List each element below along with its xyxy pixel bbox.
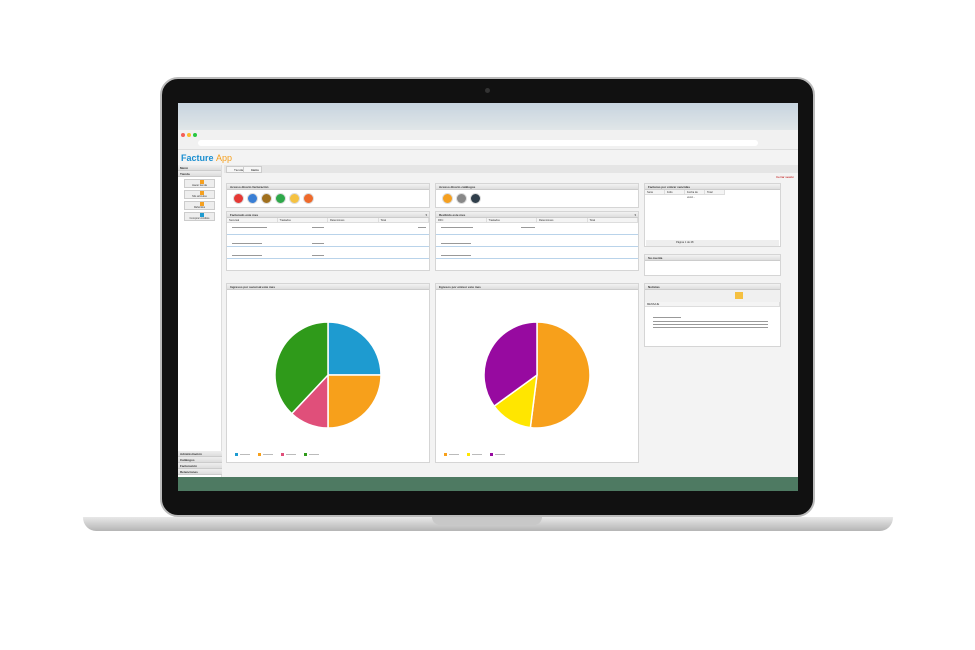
table-row[interactable] [436,223,638,235]
panel-facturacion: Acceso directo facturación [226,183,430,208]
pie-chart-ingresos [274,321,382,429]
screen: Facture App Menú Tienda Hacer tienda Mis… [178,103,798,491]
legend-item[interactable] [490,453,505,456]
minimize-icon[interactable] [187,133,191,137]
table-row[interactable] [227,223,429,235]
sidebar-item-catalogos[interactable]: Catálogos [178,457,222,463]
app-logo: Facture App [181,153,233,163]
pager[interactable]: Página 1 de 28 [646,240,779,246]
chart-legend [444,453,505,456]
pie-chart-egresos [483,321,591,429]
pie-slice[interactable] [274,321,329,415]
pie-slice[interactable] [483,321,538,408]
menu-header[interactable]: Menú [178,165,221,171]
table-row[interactable] [436,247,638,259]
chart-legend [235,453,319,456]
panel-title: Acceso directo facturación [227,184,429,190]
legend-item[interactable] [235,453,250,456]
shortcut-icon[interactable] [289,193,300,204]
table-header: MENSAJE [645,302,780,307]
table-header: Sucursal Traslados Retenciones Total [227,218,429,223]
sidebar-item-referidos[interactable]: Referidos [184,201,215,210]
panel-egresos: Egresos por emisor este mes [435,283,639,463]
desktop-wallpaper [178,103,798,130]
panel-ingresos: Ingresos por sucursal este mes [226,283,430,463]
shortcut-icon[interactable] [233,193,244,204]
dashboard: Acceso directo facturación Acceso direct… [224,175,798,477]
legend-item[interactable] [258,453,273,456]
panel-por-cobrar: Facturas por cobrar vencidas Serie Folio F… [644,183,781,247]
credit-icon [200,213,204,217]
panel-title: Egresos por emisor este mes [436,284,638,290]
sidebar: Menú Tienda Hacer tienda Mis artículos R… [178,165,222,477]
camera [485,88,490,93]
table-header: Serie Folio Fecha de venci... Total [645,190,725,199]
shortcut-icon[interactable] [247,193,258,204]
sidebar-item-comprar-creditos[interactable]: Comprar créditos [184,212,215,221]
store-icon [200,180,204,184]
panel-title: Ingresos por sucursal este mes [227,284,429,290]
panel-title: Acceso directo catálogos [436,184,638,190]
close-icon[interactable] [181,133,185,137]
laptop-notch [432,517,542,525]
sidebar-item-retenciones[interactable]: Retenciones [178,469,222,475]
logout-button[interactable]: Cerrar sesión [775,175,794,179]
legend-item[interactable] [304,453,319,456]
legend-item[interactable] [467,453,482,456]
address-bar[interactable] [198,140,758,146]
table-header: RFC Traslados Retenciones Total [436,218,638,223]
legend-item[interactable] [281,453,296,456]
panel-facturado: Facturado este mes ▾ Sucursal Traslados Ret… [226,211,430,271]
panel-title: Facturas por cobrar vencidas [645,184,780,190]
panel-noticias: Noticias MENSAJE [644,283,781,347]
panel-title: Facturado este mes ▾ [227,212,429,218]
pie-slice[interactable] [327,374,382,429]
browser-chrome [178,130,798,150]
table-row[interactable] [436,235,638,247]
sidebar-item-facturacion[interactable]: Facturación [178,463,222,469]
shortcut-icon[interactable] [442,193,453,204]
sidebar-item-mis-articulos[interactable]: Mis artículos [184,190,215,199]
collapse-icon[interactable]: ▾ [425,213,427,217]
tab-inicio[interactable]: Inicio [243,166,262,173]
mail-icon [735,292,743,299]
panel-cuenta: Su cuenta [644,254,781,276]
panel-recibido: Recibido este mes ▾ RFC Traslados Retencion… [435,211,639,271]
pie-slice[interactable] [529,321,591,429]
panel-title: Recibido este mes ▾ [436,212,638,218]
article-icon [200,191,204,195]
shortcut-icon[interactable] [470,193,481,204]
legend-item[interactable] [444,453,459,456]
shortcut-icon[interactable] [456,193,467,204]
users-icon [200,202,204,206]
collapse-icon[interactable]: ▾ [634,213,636,217]
section-header[interactable]: Tienda [178,171,221,177]
table-row[interactable] [227,235,429,247]
tab-bar: Tienda Inicio Cerrar sesión [224,165,798,179]
maximize-icon[interactable] [193,133,197,137]
shortcut-icon[interactable] [261,193,272,204]
shortcut-icon[interactable] [275,193,286,204]
desktop-wallpaper-bottom [178,477,798,491]
shortcut-icon[interactable] [303,193,314,204]
panel-title: Noticias [645,284,780,290]
panel-title: Su cuenta [645,255,780,261]
panel-catalogos: Acceso directo catálogos [435,183,639,208]
sidebar-item-hacer-tienda[interactable]: Hacer tienda [184,179,215,188]
pie-slice[interactable] [327,321,382,376]
sidebar-item-administracion[interactable]: Administración [178,451,222,457]
table-row[interactable] [227,247,429,259]
